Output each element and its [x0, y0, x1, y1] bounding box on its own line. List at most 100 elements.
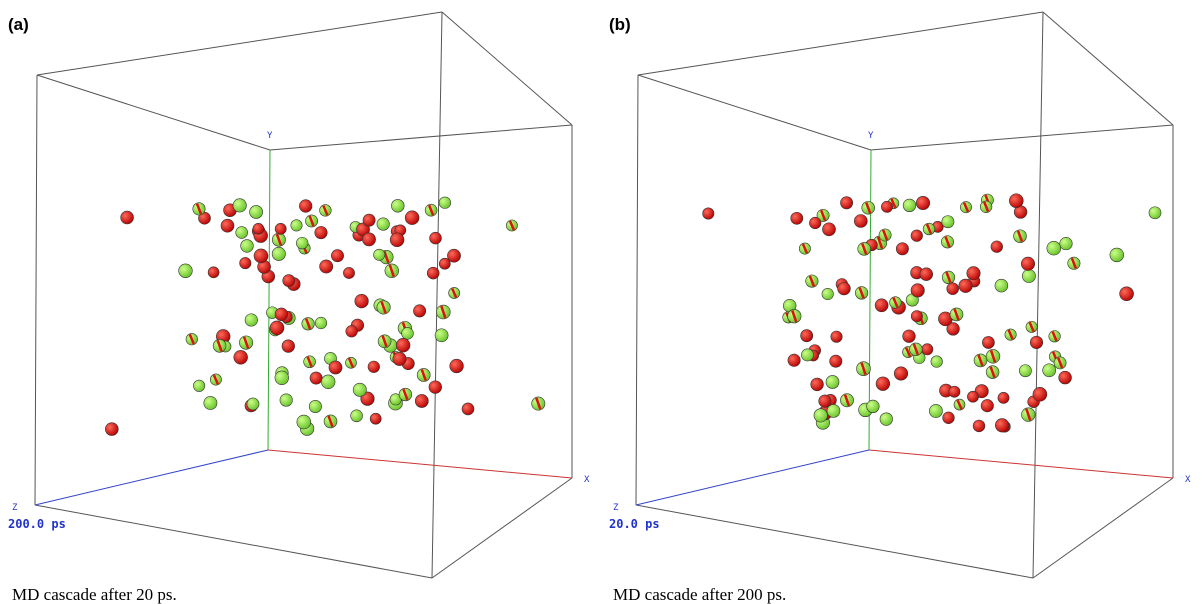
atom — [208, 267, 219, 278]
atom — [831, 331, 842, 342]
atom — [982, 336, 994, 348]
atom — [896, 243, 908, 255]
atom — [439, 197, 451, 209]
atom — [942, 216, 954, 228]
atom — [949, 386, 960, 397]
box-edge — [432, 12, 442, 578]
atom — [462, 403, 474, 415]
atom — [343, 267, 354, 278]
atom — [430, 232, 442, 244]
atom — [275, 308, 288, 321]
z-axis — [35, 450, 268, 505]
atom — [247, 398, 259, 410]
atom — [439, 258, 450, 269]
figure: (a)YXZ200.0 psMD cascade after 20 ps.(b)… — [0, 0, 1202, 604]
atom — [911, 284, 924, 297]
atom — [179, 264, 193, 278]
atom — [275, 371, 289, 385]
atom — [788, 354, 800, 366]
atom — [791, 212, 803, 224]
atom — [801, 330, 813, 342]
atom — [393, 352, 406, 365]
atom — [854, 215, 867, 228]
atom — [245, 314, 258, 327]
time-label: 200.0 ps — [8, 517, 66, 531]
box-edge — [1033, 12, 1043, 578]
atom — [840, 197, 852, 209]
atom — [331, 250, 343, 262]
atom — [435, 329, 448, 342]
atom — [1019, 365, 1031, 377]
atom — [1033, 387, 1047, 401]
atom — [413, 305, 425, 317]
axis-label: X — [1185, 475, 1191, 485]
atom — [315, 226, 327, 238]
atom — [291, 220, 302, 231]
box-edge — [35, 505, 432, 578]
atom — [931, 356, 943, 368]
y-axis — [268, 150, 270, 450]
atom — [415, 394, 428, 407]
time-label: 20.0 ps — [609, 517, 660, 531]
atom — [867, 400, 880, 413]
caption: MD cascade after 200 ps. — [613, 585, 786, 604]
atom — [309, 400, 321, 412]
box-edge — [636, 505, 1033, 578]
x-axis — [869, 450, 1173, 478]
atom — [827, 404, 840, 417]
atom — [809, 217, 821, 229]
atom — [1060, 237, 1073, 250]
atom — [377, 218, 390, 231]
atom — [296, 237, 308, 249]
box-edge — [37, 75, 270, 150]
axis-label: Y — [267, 131, 273, 141]
atom — [967, 391, 978, 402]
atom — [911, 311, 922, 322]
box-edge — [432, 478, 572, 578]
atom — [822, 223, 835, 236]
atom — [193, 380, 204, 391]
atom — [911, 230, 923, 242]
atom — [1009, 194, 1023, 208]
atom — [943, 412, 955, 424]
atom — [1059, 371, 1072, 384]
atom — [819, 395, 831, 407]
atom — [270, 321, 284, 335]
atom — [280, 394, 292, 406]
atom — [811, 378, 824, 391]
atom — [822, 288, 833, 299]
atom — [1021, 257, 1034, 270]
atom — [320, 260, 333, 273]
atom — [272, 247, 285, 260]
atom — [121, 211, 134, 224]
atom — [903, 199, 916, 212]
atom — [402, 327, 414, 339]
atom — [355, 294, 369, 308]
atom — [880, 413, 893, 426]
atom — [801, 349, 813, 361]
x-axis — [268, 450, 572, 478]
atom — [1120, 287, 1134, 301]
atom — [299, 200, 312, 213]
box-edge — [638, 75, 871, 150]
atom — [998, 392, 1009, 403]
atom — [1022, 269, 1035, 282]
atom — [221, 219, 234, 232]
atom — [450, 359, 464, 373]
atom — [929, 404, 942, 417]
atom — [1030, 336, 1043, 349]
box-edge — [37, 12, 442, 75]
atom — [396, 338, 410, 352]
box-edge — [636, 75, 638, 505]
box-edge — [1033, 478, 1173, 578]
atom — [1149, 207, 1161, 219]
atom — [876, 377, 890, 391]
atom — [427, 267, 439, 279]
atom — [363, 214, 375, 226]
atom — [995, 419, 1009, 433]
atom — [233, 199, 246, 212]
box-edge — [442, 12, 572, 125]
atom — [283, 275, 295, 287]
atom — [351, 410, 363, 422]
